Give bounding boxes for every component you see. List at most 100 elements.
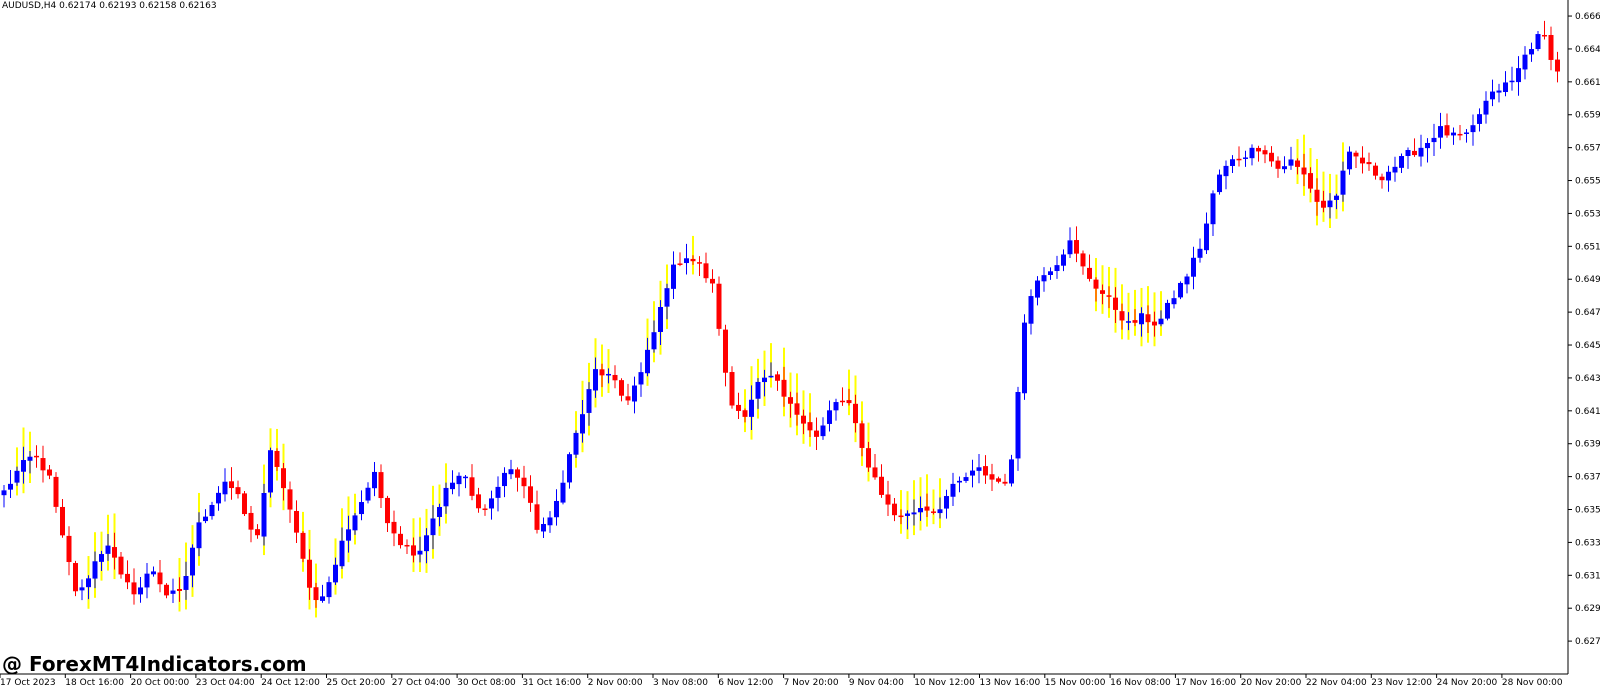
bear-candle: [710, 278, 715, 284]
time-tick-label: 2 Nov 00:00: [588, 678, 643, 686]
bear-candle: [781, 379, 787, 397]
time-tick-label: 16 Nov 08:00: [1110, 678, 1171, 686]
bull-candle: [1126, 321, 1131, 323]
bull-candle: [1529, 49, 1534, 55]
bull-candle: [1230, 159, 1235, 166]
price-axis: 0.66605 0.66400 0.66195 0.65990 0.65785 0.655…: [1568, 12, 1600, 647]
bull-candle: [976, 467, 982, 471]
bull-candle: [1041, 275, 1047, 282]
bear-candle: [775, 374, 780, 381]
bull-candle: [1503, 82, 1508, 93]
bull-candle: [1171, 298, 1177, 305]
bull-candle: [1009, 459, 1014, 484]
price-tick-label: 0.64145: [1575, 407, 1600, 417]
bull-candle: [1048, 271, 1053, 276]
bull-candle: [1288, 159, 1294, 166]
bear-candle: [300, 532, 306, 559]
bear-candle: [1379, 176, 1385, 181]
bear-candle: [723, 329, 728, 373]
bear-candle: [1074, 240, 1079, 254]
watermark-text: @ ForexMT4Indicators.com: [2, 652, 307, 676]
bull-candle: [671, 264, 676, 289]
bear-candle: [1262, 150, 1268, 155]
bull-candle: [1158, 318, 1164, 325]
bull-candle: [963, 477, 969, 481]
bull-candle: [92, 561, 98, 579]
symbol-info-label: AUDUSD,H4 0.62174 0.62193 0.62158 0.6216…: [2, 1, 217, 11]
bull-candle: [573, 432, 579, 455]
bear-candle: [1132, 320, 1138, 323]
price-tick-label: 0.64965: [1575, 275, 1600, 285]
bull-candle: [950, 483, 956, 497]
time-tick-label: 17 Nov 16:00: [1175, 678, 1236, 686]
bull-candle: [359, 502, 364, 515]
bear-candle: [235, 487, 241, 495]
bull-candle: [144, 573, 150, 588]
bear-candle: [40, 458, 46, 471]
bear-candle: [60, 506, 65, 536]
time-tick-label: 23 Oct 04:00: [196, 678, 255, 686]
bull-candle: [216, 492, 221, 504]
bear-candle: [1295, 160, 1300, 167]
bull-candle: [684, 258, 689, 264]
bull-candle: [593, 369, 598, 391]
bull-candle: [1197, 248, 1203, 258]
bull-candle: [502, 472, 507, 487]
price-tick-label: 0.65580: [1575, 177, 1600, 187]
bull-candle: [1178, 282, 1183, 298]
bull-candle: [495, 486, 501, 498]
bear-candle: [1314, 189, 1320, 202]
bull-candle: [1477, 114, 1482, 124]
bear-candle: [729, 372, 735, 406]
bear-candle: [983, 466, 988, 476]
bull-candle: [1535, 34, 1541, 50]
bear-candle: [742, 410, 748, 417]
bear-candle: [612, 374, 618, 381]
price-tick-label: 0.65170: [1575, 242, 1600, 252]
bull-candle: [339, 540, 345, 567]
bull-candle: [1425, 142, 1430, 149]
bear-candle: [53, 476, 59, 507]
bull-candle: [1386, 171, 1391, 181]
bull-candle: [190, 547, 195, 576]
bull-candle: [268, 450, 273, 493]
bull-candle: [138, 587, 143, 595]
bear-candle: [274, 450, 280, 467]
bear-candle: [411, 545, 416, 556]
price-tick-label: 0.64760: [1575, 308, 1600, 318]
price-tick-label: 0.63325: [1575, 538, 1600, 548]
bull-candle: [645, 349, 650, 374]
bull-candle: [437, 506, 442, 517]
bull-candle: [1327, 200, 1333, 208]
bear-candle: [697, 262, 702, 264]
bull-candle: [762, 377, 767, 383]
time-tick-label: 20 Oct 00:00: [131, 678, 190, 686]
bull-candle: [638, 372, 644, 385]
bear-candle: [619, 380, 624, 396]
bear-candle: [1353, 152, 1359, 157]
bear-candle: [736, 404, 741, 411]
bull-candle: [183, 576, 189, 590]
bull-candle: [560, 482, 566, 503]
bear-candle: [294, 510, 299, 533]
candles-layer: [1, 20, 1560, 608]
bear-candle: [1152, 321, 1157, 326]
bear-candle: [625, 396, 631, 401]
time-tick-label: 6 Nov 12:00: [718, 678, 773, 686]
bull-candle: [1035, 280, 1040, 298]
bull-candle: [768, 375, 774, 378]
bear-candle: [794, 403, 800, 415]
bear-candle: [866, 448, 871, 468]
bear-candle: [1360, 157, 1365, 164]
time-tick-label: 9 Nov 04:00: [849, 678, 904, 686]
bear-candle: [814, 430, 819, 437]
bull-candle: [547, 517, 553, 526]
bull-candle: [937, 509, 943, 514]
bull-candle: [970, 470, 975, 476]
bear-candle: [892, 503, 897, 516]
bear-candle: [534, 504, 540, 530]
bull-candle: [1483, 100, 1489, 115]
bear-candle: [1275, 160, 1281, 169]
bear-candle: [1087, 267, 1092, 279]
